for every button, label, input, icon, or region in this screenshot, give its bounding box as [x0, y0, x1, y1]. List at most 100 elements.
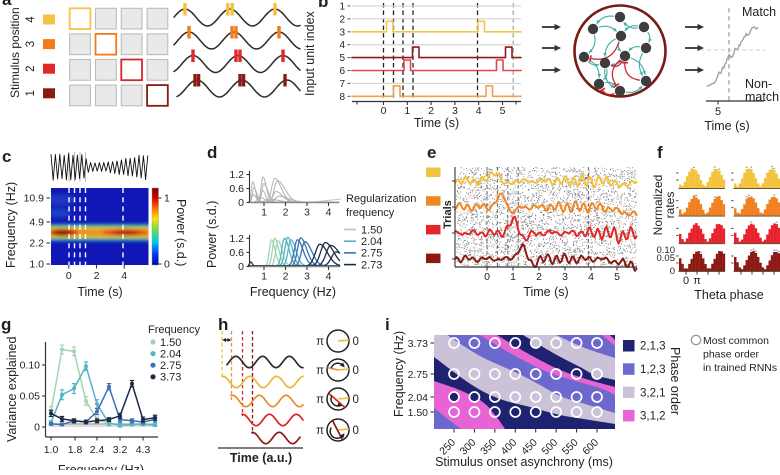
svg-text:i: i — [385, 315, 390, 334]
svg-text:10.9: 10.9 — [24, 193, 45, 205]
svg-text:Stimulus position: Stimulus position — [8, 7, 22, 98]
svg-text:π: π — [316, 394, 324, 406]
svg-text:3: 3 — [339, 27, 345, 38]
svg-text:0: 0 — [353, 394, 359, 406]
svg-text:3.73: 3.73 — [160, 372, 181, 384]
svg-text:0: 0 — [683, 275, 689, 287]
svg-text:in trained RNNs: in trained RNNs — [703, 362, 777, 374]
svg-text:0: 0 — [238, 261, 244, 273]
svg-text:Variance explained: Variance explained — [5, 337, 19, 442]
svg-text:2.2: 2.2 — [29, 238, 44, 250]
svg-text:Power (s.d.): Power (s.d.) — [205, 201, 219, 268]
svg-text:g: g — [1, 315, 11, 334]
svg-text:Stimulus onset asynchrony (ms): Stimulus onset asynchrony (ms) — [435, 455, 613, 469]
svg-text:rates: rates — [663, 192, 677, 219]
svg-text:1: 1 — [25, 90, 37, 96]
svg-text:Frequency (Hz): Frequency (Hz) — [4, 182, 18, 268]
svg-text:2.4: 2.4 — [90, 444, 105, 456]
svg-text:4: 4 — [121, 270, 127, 282]
svg-text:0: 0 — [353, 365, 359, 377]
svg-text:Theta phase: Theta phase — [694, 288, 764, 302]
svg-text:Frequency: Frequency — [148, 324, 200, 336]
svg-text:1: 1 — [164, 193, 170, 205]
svg-text:Frequency (Hz): Frequency (Hz) — [58, 463, 144, 470]
svg-text:3: 3 — [25, 41, 37, 47]
svg-text:Time (a.u.): Time (a.u.) — [230, 451, 292, 465]
svg-text:5: 5 — [715, 106, 721, 118]
svg-text:5: 5 — [500, 105, 506, 117]
svg-text:match: match — [745, 90, 779, 104]
svg-text:Time (s): Time (s) — [414, 116, 459, 130]
svg-text:2.04: 2.04 — [361, 236, 382, 248]
svg-text:h: h — [218, 315, 228, 334]
svg-text:0.05: 0.05 — [657, 253, 676, 264]
svg-text:2.75: 2.75 — [160, 360, 181, 372]
svg-text:0.6: 0.6 — [229, 183, 244, 195]
svg-text:Time (s): Time (s) — [704, 119, 749, 133]
svg-text:1,2,3: 1,2,3 — [640, 364, 666, 376]
svg-text:1: 1 — [261, 207, 267, 219]
svg-text:4: 4 — [588, 271, 594, 283]
svg-text:1.0: 1.0 — [44, 444, 59, 456]
svg-text:3.2: 3.2 — [113, 444, 128, 456]
svg-text:Time (s): Time (s) — [523, 285, 568, 299]
svg-text:3,2,1: 3,2,1 — [640, 387, 666, 399]
svg-text:Most common: Most common — [703, 335, 769, 347]
svg-text:0: 0 — [164, 259, 170, 271]
svg-text:3: 3 — [562, 271, 568, 283]
svg-text:0: 0 — [66, 270, 72, 282]
svg-text:3: 3 — [304, 207, 310, 219]
svg-text:Input unit index: Input unit index — [303, 10, 317, 96]
svg-text:1.50: 1.50 — [361, 224, 382, 236]
svg-text:Time (s): Time (s) — [77, 285, 122, 299]
svg-text:Trials: Trials — [442, 200, 454, 229]
svg-text:1.50: 1.50 — [408, 407, 429, 419]
svg-text:4: 4 — [476, 105, 482, 117]
svg-text:Non-: Non- — [745, 77, 772, 91]
svg-text:2: 2 — [283, 207, 289, 219]
svg-text:4: 4 — [326, 207, 332, 219]
svg-text:0: 0 — [353, 425, 359, 437]
svg-text:0: 0 — [484, 271, 490, 283]
svg-text:7: 7 — [339, 79, 345, 90]
svg-text:0: 0 — [238, 197, 244, 209]
svg-text:4: 4 — [326, 271, 332, 283]
svg-text:3.73: 3.73 — [408, 338, 429, 350]
svg-text:Frequency (Hz): Frequency (Hz) — [250, 285, 336, 299]
svg-text:4: 4 — [25, 16, 37, 23]
svg-text:c: c — [2, 147, 11, 166]
svg-text:2.75: 2.75 — [361, 248, 382, 260]
svg-text:0: 0 — [670, 266, 675, 277]
svg-text:1: 1 — [510, 271, 516, 283]
svg-text:e: e — [427, 143, 436, 162]
svg-text:Phase order: Phase order — [668, 347, 682, 415]
svg-text:5: 5 — [614, 271, 620, 283]
svg-text:frequency: frequency — [346, 207, 395, 219]
svg-text:1: 1 — [404, 105, 410, 117]
svg-text:5: 5 — [339, 53, 345, 64]
svg-text:π: π — [316, 336, 324, 348]
svg-text:2.75: 2.75 — [408, 369, 429, 381]
svg-text:0.6: 0.6 — [229, 247, 244, 259]
svg-text:Regularization: Regularization — [346, 193, 416, 205]
svg-text:1.8: 1.8 — [68, 444, 83, 456]
svg-text:0.05: 0.05 — [20, 391, 41, 403]
svg-text:6: 6 — [339, 66, 345, 77]
svg-text:4.9: 4.9 — [29, 217, 44, 229]
svg-text:0: 0 — [353, 336, 359, 348]
svg-text:2: 2 — [536, 271, 542, 283]
svg-text:phase order: phase order — [703, 349, 760, 361]
svg-text:2: 2 — [339, 14, 345, 25]
svg-text:1.0: 1.0 — [29, 259, 44, 271]
svg-text:4: 4 — [339, 40, 345, 51]
svg-text:Frequency (Hz): Frequency (Hz) — [392, 331, 406, 417]
svg-text:b: b — [318, 0, 328, 11]
svg-text:4.3: 4.3 — [136, 444, 151, 456]
svg-text:1: 1 — [261, 271, 267, 283]
svg-text:8: 8 — [339, 92, 345, 103]
svg-text:π: π — [693, 275, 701, 287]
svg-text:2.04: 2.04 — [160, 348, 181, 360]
svg-text:Power (s.d.): Power (s.d.) — [174, 199, 188, 266]
svg-text:2: 2 — [94, 270, 100, 282]
svg-text:d: d — [207, 143, 217, 162]
